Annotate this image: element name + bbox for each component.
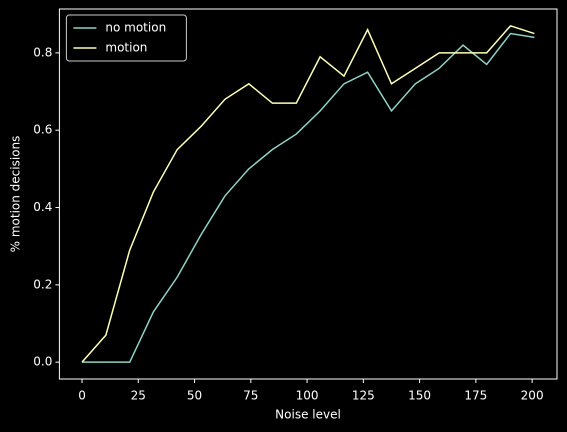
x-axis-label: Noise level (275, 408, 341, 422)
legend-box (65, 14, 187, 62)
series-line (81, 24, 535, 363)
y-axis-label: % motion decisions (9, 136, 23, 253)
x-tick-label: 25 (131, 389, 146, 403)
x-tick-label: 200 (521, 389, 544, 403)
x-tick-label: 175 (464, 389, 487, 403)
legend-label: motion (105, 41, 147, 55)
series-line (82, 32, 535, 363)
x-tick-label: 150 (408, 389, 431, 403)
x-tick-label: 100 (296, 389, 319, 403)
x-tick-label: 50 (187, 389, 202, 403)
x-tick-label: 125 (352, 389, 375, 403)
x-tick-label: 75 (243, 389, 258, 403)
legend-label: no motion (105, 21, 166, 35)
x-tick-label: 0 (78, 389, 86, 403)
axes-frame (58, 8, 558, 380)
y-tick-label: 0.2 (33, 277, 52, 291)
y-tick-label: 0.6 (33, 123, 52, 137)
y-tick-label: 0.4 (33, 200, 52, 214)
y-tick-label: 0.0 (33, 355, 52, 369)
y-tick-label: 0.8 (33, 45, 52, 59)
